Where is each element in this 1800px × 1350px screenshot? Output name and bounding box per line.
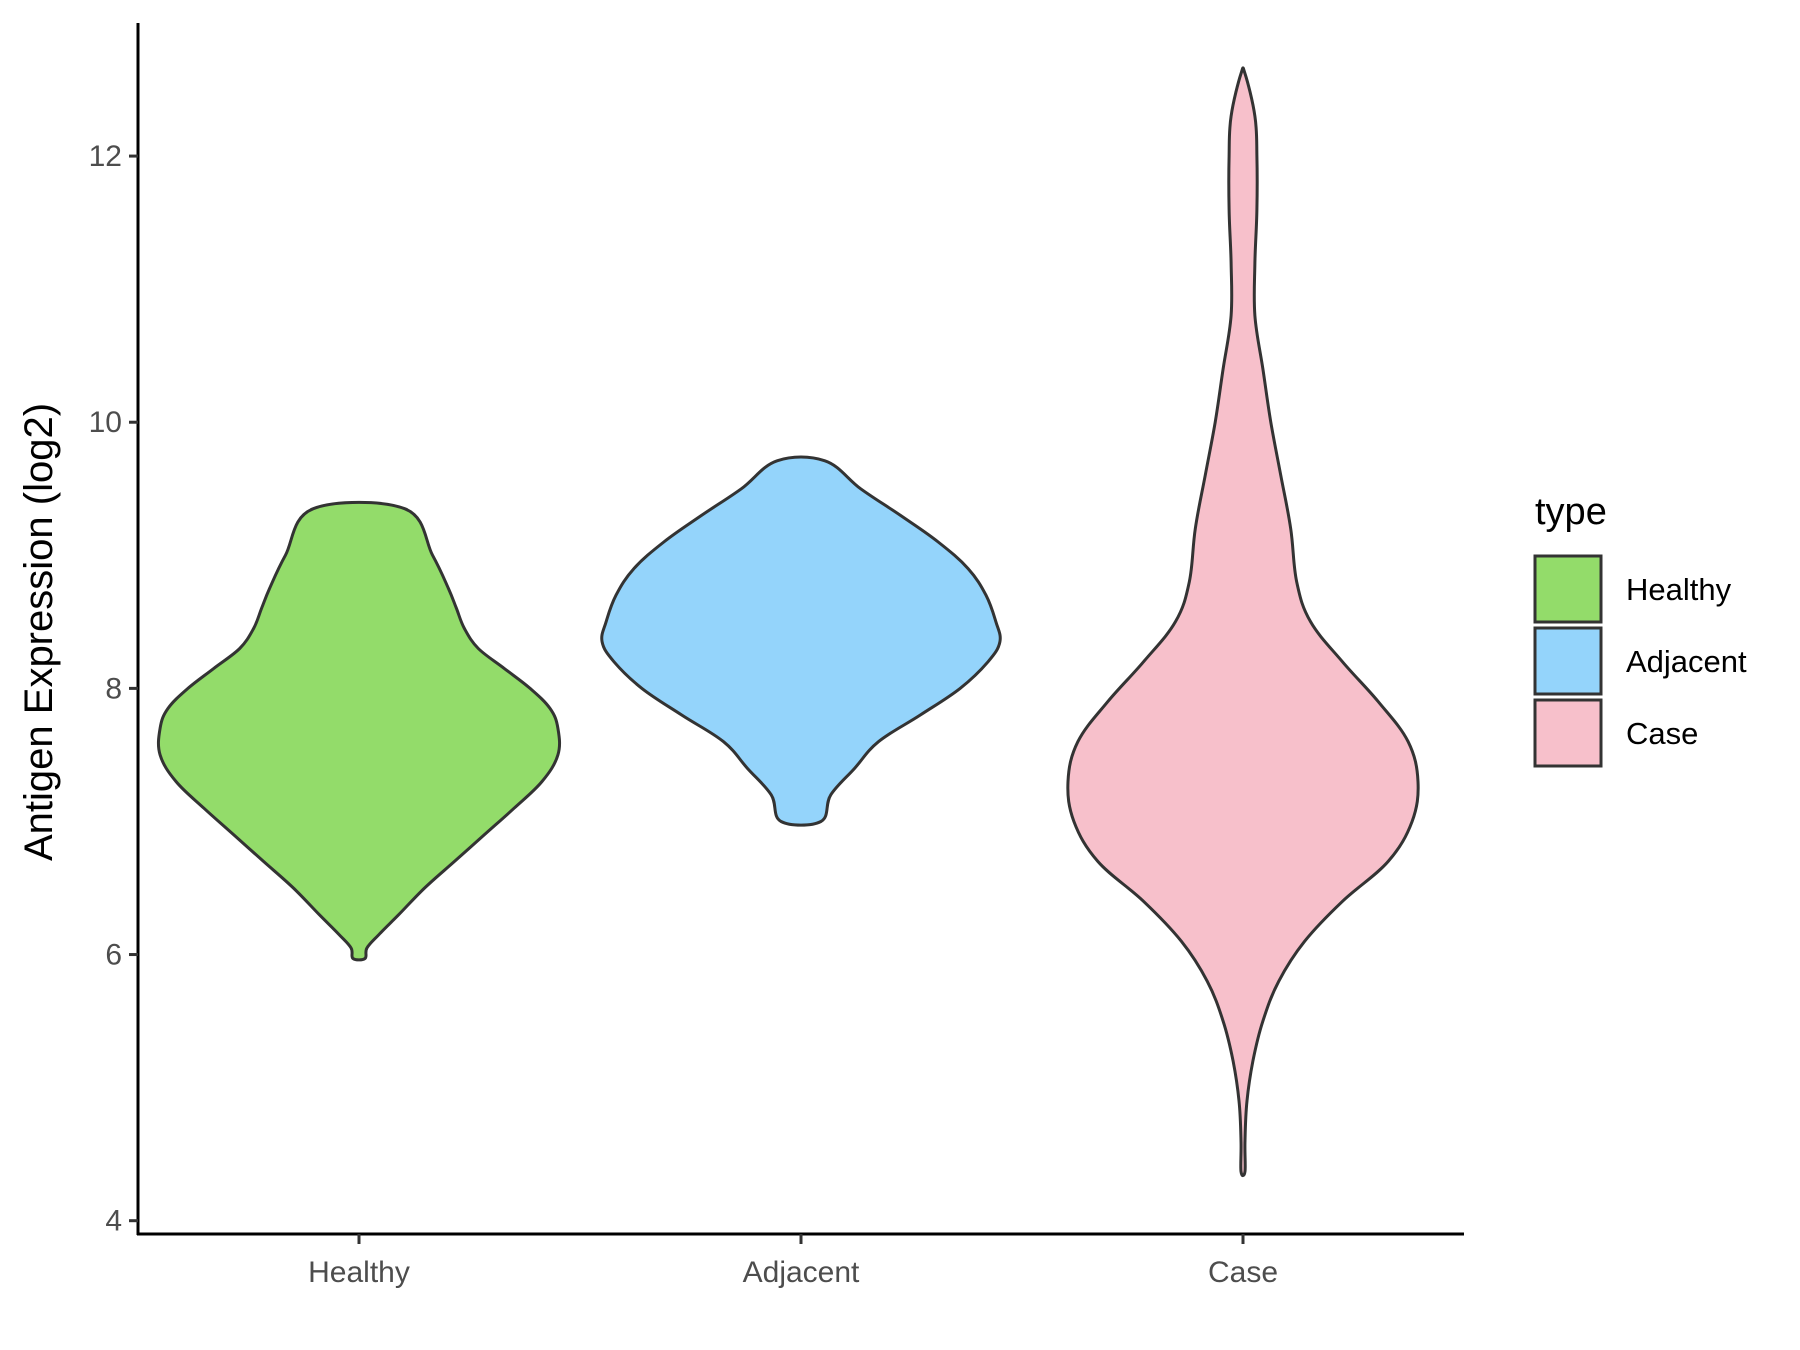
legend-label-healthy: Healthy	[1626, 572, 1732, 607]
legend-title: type	[1535, 491, 1607, 533]
legend-swatch-adjacent	[1533, 626, 1603, 696]
legend-items: Healthy Adjacent Case	[1533, 554, 1747, 768]
y-ticks: 4 6 8 10 12	[89, 140, 138, 1238]
x-tick-label: Case	[1208, 1256, 1278, 1289]
violin-adjacent	[600, 455, 1002, 827]
legend-swatch-healthy	[1533, 554, 1603, 624]
y-tick-label: 4	[105, 1205, 122, 1238]
violin-case	[1066, 66, 1420, 1178]
legend: type Healthy Adjacent Case	[1533, 491, 1747, 768]
y-tick-label: 6	[105, 939, 122, 972]
x-tick-label: Adjacent	[743, 1256, 860, 1289]
violins-layer	[156, 66, 1420, 1178]
x-tick-label: Healthy	[308, 1256, 410, 1289]
y-tick-label: 12	[89, 140, 122, 173]
y-axis-title: Antigen Expression (log2)	[17, 403, 61, 861]
y-tick-label: 10	[89, 406, 122, 439]
legend-swatch-case	[1533, 698, 1603, 768]
violin-healthy	[156, 500, 562, 962]
legend-label-case: Case	[1626, 716, 1698, 751]
x-ticks: Healthy Adjacent Case	[308, 1234, 1278, 1289]
legend-label-adjacent: Adjacent	[1626, 644, 1747, 679]
y-tick-label: 8	[105, 672, 122, 705]
